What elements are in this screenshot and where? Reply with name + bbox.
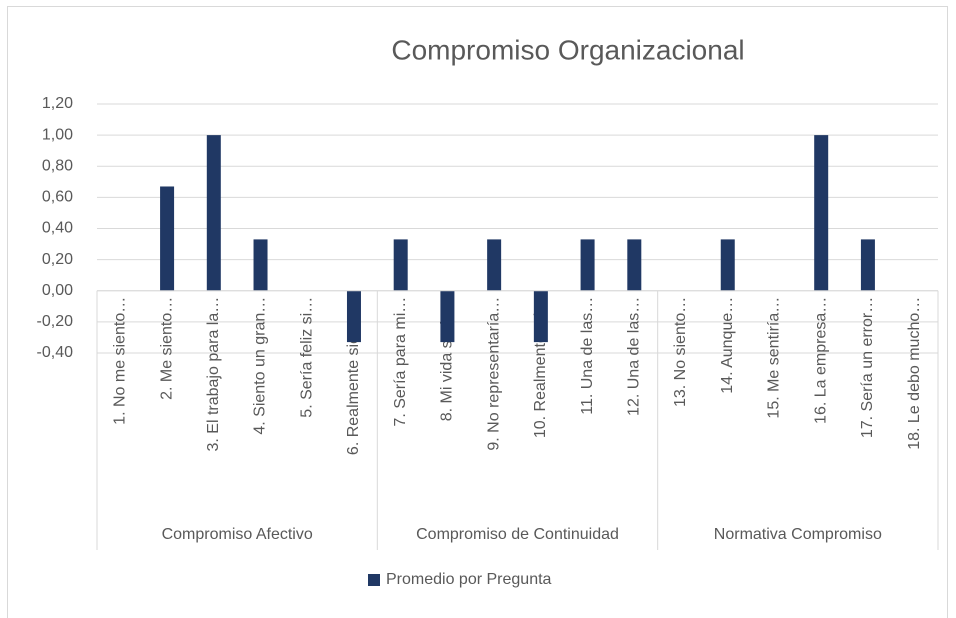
bar	[487, 239, 502, 291]
bar	[533, 290, 548, 343]
y-tick-label: 0,20	[42, 251, 73, 268]
legend-label: Promedio por Pregunta	[386, 571, 552, 588]
bar	[160, 186, 175, 291]
x-tick-label: 11. Una de las…	[579, 297, 596, 415]
bar	[253, 239, 268, 291]
x-tick-label: 17. Sería un error…	[859, 297, 876, 438]
y-tick-label: -0,20	[37, 313, 74, 330]
bar	[860, 239, 875, 291]
y-tick-label: 1,00	[42, 126, 73, 143]
bar	[440, 290, 455, 343]
x-tick-label: 4. Siento un gran…	[252, 297, 269, 435]
y-tick-label: 1,20	[42, 95, 73, 112]
group-label: Normativa Compromiso	[714, 526, 882, 543]
x-tick-label: 7. Sería para mi…	[392, 297, 409, 427]
legend-swatch	[368, 574, 380, 586]
x-tick-label: 18. Le debo mucho…	[906, 297, 923, 450]
x-tick-label: 13. No siento…	[672, 297, 689, 407]
group-label: Compromiso Afectivo	[162, 526, 313, 543]
y-tick-label: 0,80	[42, 157, 73, 174]
bar	[393, 239, 408, 291]
bar	[206, 135, 221, 291]
bar	[346, 290, 361, 343]
y-tick-label: 0,60	[42, 189, 73, 206]
x-tick-label: 9. No representaría…	[485, 297, 502, 451]
x-tick-label: 12. Una de las…	[626, 297, 643, 416]
x-tick-label: 16. La empresa…	[812, 297, 829, 424]
bar	[720, 239, 735, 291]
y-tick-label: 0,00	[42, 282, 73, 299]
bar	[814, 135, 829, 291]
bar	[580, 239, 595, 291]
x-tick-label: 1. No me siento…	[112, 297, 129, 425]
x-tick-label: 3. El trabajo para la…	[205, 297, 222, 452]
group-label: Compromiso de Continuidad	[416, 526, 619, 543]
x-tick-label: 2. Me siento…	[158, 297, 175, 400]
chart-border	[7, 6, 948, 618]
bar	[627, 239, 642, 291]
chart-title: Compromiso Organizacional	[391, 34, 744, 65]
x-tick-label: 15. Me sentiría…	[766, 297, 783, 419]
x-tick-label: 5. Sería feliz si…	[298, 297, 315, 418]
x-tick-label: 14. Aunque…	[719, 297, 736, 394]
y-tick-label: -0,40	[37, 344, 74, 361]
y-tick-label: 0,40	[42, 220, 73, 237]
